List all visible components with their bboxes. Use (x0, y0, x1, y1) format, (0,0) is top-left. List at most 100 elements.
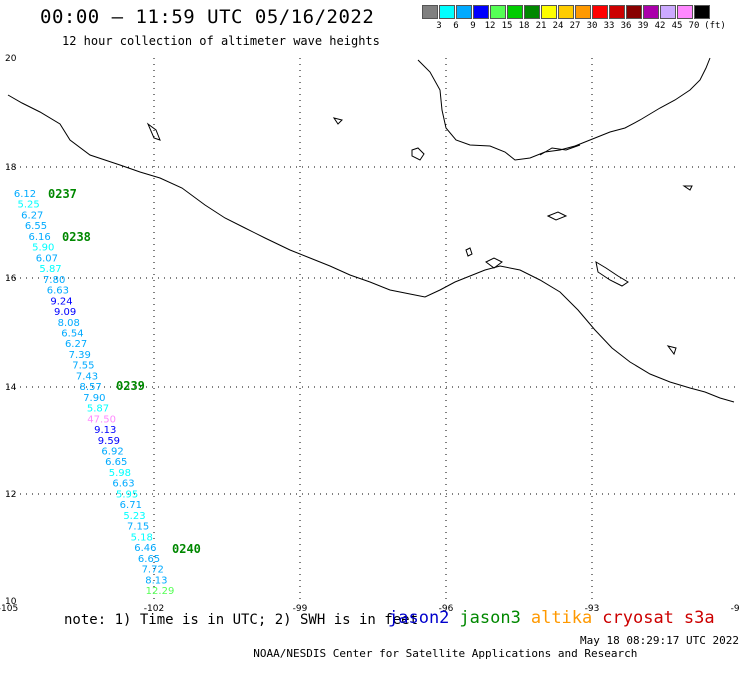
lake-4 (146, 122, 161, 141)
observation-label: 6.07 (36, 253, 58, 264)
observation-label: 6.16 (28, 232, 50, 243)
legend-label: 3 (436, 21, 442, 31)
legend-swatch (490, 5, 506, 19)
observation-label: 6.63 (47, 286, 69, 297)
credit-text: NOAA/NESDIS Center for Satellite Applica… (253, 647, 638, 660)
y-tick-label: 12 (5, 490, 16, 500)
observation-label: 7.80 (43, 275, 65, 286)
observation-label: 6.54 (61, 328, 83, 339)
legend-swatch (677, 5, 693, 19)
legend-swatch (609, 5, 625, 19)
legend-swatch (524, 5, 540, 19)
observation-label: 7.15 (127, 522, 149, 533)
legend-label: 15 (501, 21, 513, 31)
mexico-pacific-coastline (7, 94, 735, 403)
legend-label: 39 (637, 21, 649, 31)
island-1 (411, 147, 425, 161)
y-tick-label: 18 (5, 163, 17, 173)
generated-time: May 18 08:29:17 UTC 2022 (580, 634, 739, 647)
legend-label: 24 (552, 21, 564, 31)
observation-label: 6.27 (65, 339, 87, 350)
observation-label: 7.90 (83, 393, 105, 404)
legend-label: 33 (603, 21, 615, 31)
observation-label: 5.90 (32, 243, 54, 254)
y-tick-label: 14 (5, 383, 17, 393)
y-tick-label: 10 (5, 597, 17, 607)
observation-label: 47.50 (87, 414, 116, 425)
legend-label: 45 (671, 21, 683, 31)
observation-label: 5.18 (131, 532, 153, 543)
observation-label: 9.59 (98, 436, 120, 447)
observation-label: 5.98 (109, 468, 131, 479)
observation-label: 8.13 (145, 575, 167, 586)
observation-label: 6.65 (138, 554, 160, 565)
observation-label: 7.39 (69, 350, 91, 361)
observation-label: 6.55 (25, 221, 47, 232)
legend-label: 12 (484, 21, 496, 31)
credit-line: NOAA/NESDIS Center for Satellite Applica… (240, 634, 739, 673)
page-subtitle: 12 hour collection of altimeter wave hei… (62, 34, 380, 48)
island-2 (465, 247, 473, 257)
satellite-name: altika (530, 608, 593, 628)
legend-labels: 3 6 9 12 15 18 21 24 27 30 33 36 39 42 45 70 (ft) (422, 19, 726, 33)
legend-swatch (456, 5, 472, 19)
island-4 (682, 185, 693, 191)
legend-swatch (439, 5, 455, 19)
legend-label: 42 (654, 21, 666, 31)
x-tick-label: -90 (731, 604, 740, 614)
x-tick-label: -99 (293, 604, 308, 614)
observation-label: 6.92 (101, 447, 123, 458)
wave-height-map: -105-102-99-96-93-90201816141210 6.125.2… (0, 54, 740, 614)
observation-label: 12.29 (146, 586, 175, 597)
satellite-name: jason3 (459, 608, 521, 628)
axis-ticks: -105 -102 -99 -96 -93 -90 20 18 16 14 12 10 (0, 54, 740, 614)
y-tick-label: 20 (5, 54, 17, 64)
y-tick-label: 16 (5, 274, 17, 284)
lake-2 (595, 260, 629, 287)
legend-swatch (575, 5, 591, 19)
observation-label: 9.09 (54, 307, 76, 318)
lake-5 (332, 117, 343, 125)
pass-labels: 0237 0238 0239 0240 (48, 187, 201, 556)
pass-label: 0240 (172, 542, 201, 556)
observation-label: 7.43 (76, 371, 98, 382)
legend-label: 6 (453, 21, 459, 31)
legend-label: 18 (518, 21, 530, 31)
observation-label: 7.72 (142, 565, 164, 576)
x-tick-label: -93 (585, 604, 600, 614)
campeche-coast (539, 144, 581, 156)
x-tick-label: -102 (144, 604, 164, 614)
legend-swatch (507, 5, 523, 19)
pass-label: 0238 (62, 230, 91, 244)
lake-1 (546, 211, 568, 221)
legend-swatch (592, 5, 608, 19)
observation-label: 5.87 (87, 404, 109, 415)
observation-label: 5.87 (39, 264, 61, 275)
legend-label: 27 (569, 21, 581, 31)
x-tick-label: -105 (0, 604, 18, 614)
observation-label: 5.25 (18, 200, 40, 211)
legend-label: 70 (688, 21, 700, 31)
observation-label: 6.65 (105, 457, 127, 468)
page-title: 00:00 – 11:59 UTC 05/16/2022 (40, 6, 375, 28)
legend-swatch (660, 5, 676, 19)
legend-swatch (626, 5, 642, 19)
legend-unit: (ft) (704, 21, 726, 31)
observation-label: 7.55 (72, 361, 94, 372)
observation-label: 6.27 (21, 210, 43, 221)
observation-label: 9.24 (50, 296, 72, 307)
satellite-name: s3a (683, 608, 715, 628)
observation-label: 9.13 (94, 425, 116, 436)
satellite-name: cryosat (602, 608, 674, 628)
observation-label: 6.71 (120, 500, 142, 511)
pass-label: 0237 (48, 187, 77, 201)
legend-swatch (422, 5, 438, 19)
x-tick-label: -96 (439, 604, 454, 614)
coastline (7, 57, 735, 403)
legend-swatch (558, 5, 574, 19)
color-scale-legend: 3 6 9 12 15 18 21 24 27 30 33 36 39 42 45 70 (ft) (422, 5, 726, 33)
gulf-of-mexico-coastline (417, 57, 711, 161)
observation-label: 5.23 (123, 511, 145, 522)
lake-3 (485, 257, 503, 269)
pass-label: 0239 (116, 379, 145, 393)
